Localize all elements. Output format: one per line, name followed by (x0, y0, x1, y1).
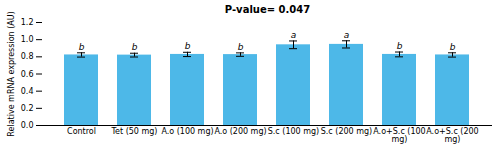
svg-text:b: b (397, 41, 403, 51)
svg-text:a: a (344, 30, 350, 40)
svg-text:a: a (291, 30, 297, 40)
svg-text:b: b (132, 42, 138, 52)
svg-text:0.4: 0.4 (21, 87, 34, 96)
svg-text:S.c (200 mg): S.c (200 mg) (321, 127, 373, 136)
svg-text:b: b (79, 42, 85, 52)
svg-text:Tet (50 mg): Tet (50 mg) (111, 127, 158, 136)
svg-text:b: b (238, 42, 244, 52)
svg-text:A.o+S.c (200mg): A.o+S.c (200mg) (426, 127, 478, 144)
svg-text:P-value= 0.047: P-value= 0.047 (225, 4, 310, 15)
svg-text:b: b (450, 42, 456, 52)
svg-text:A.o+S.c (100mg): A.o+S.c (100mg) (373, 127, 425, 144)
svg-text:0.6: 0.6 (21, 70, 34, 79)
svg-text:A.o (100 mg): A.o (100 mg) (161, 127, 213, 136)
svg-text:Control: Control (67, 127, 96, 136)
svg-text:1.2: 1.2 (21, 18, 34, 27)
svg-text:0.8: 0.8 (21, 52, 34, 61)
svg-text:b: b (185, 41, 191, 51)
svg-text:Relative mRNA expression (AU): Relative mRNA expression (AU) (7, 11, 16, 136)
svg-text:0.2: 0.2 (21, 104, 34, 113)
svg-text:A.o (200 mg): A.o (200 mg) (214, 127, 266, 136)
svg-text:0.0: 0.0 (21, 121, 34, 130)
svg-text:1.0: 1.0 (21, 35, 34, 44)
svg-text:S.c (100 mg): S.c (100 mg) (268, 127, 320, 136)
